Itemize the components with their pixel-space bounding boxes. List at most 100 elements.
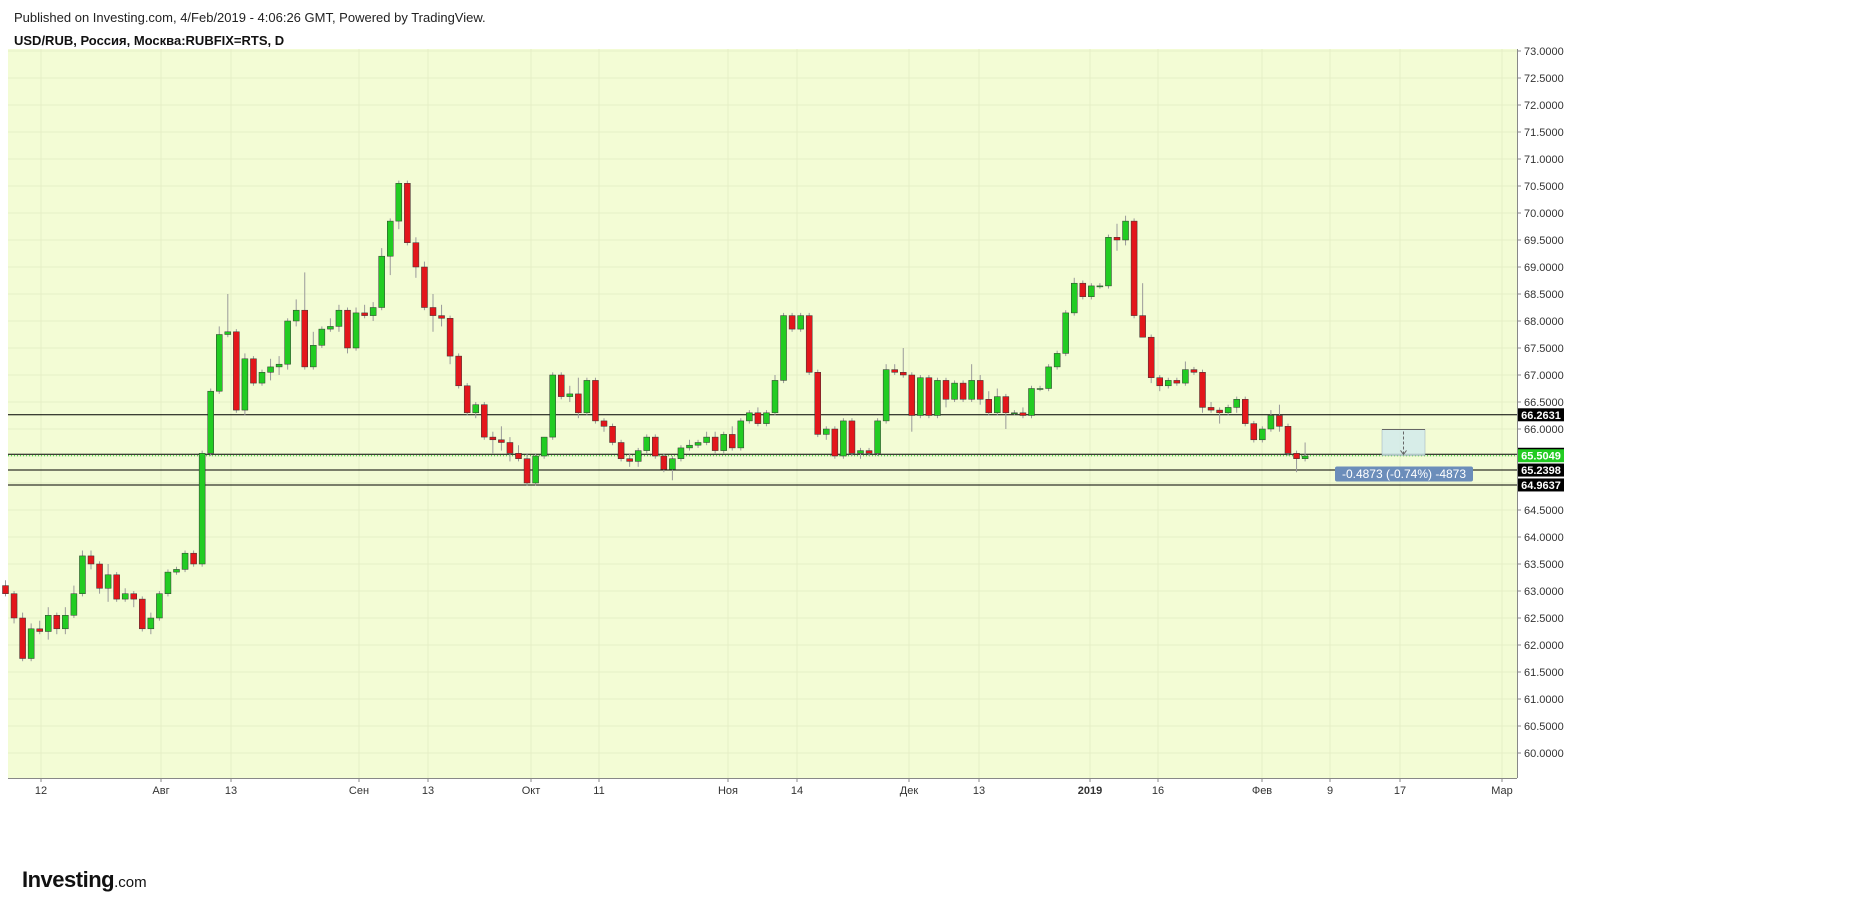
candle-up xyxy=(1301,455,1309,459)
y-tick-label: 68.5000 xyxy=(1524,289,1564,301)
candle-down xyxy=(301,309,308,368)
candle-down xyxy=(831,428,839,457)
candle-up xyxy=(643,436,650,451)
candle-up xyxy=(634,450,642,462)
candle-up xyxy=(147,617,155,630)
candle-down xyxy=(1207,407,1215,411)
candle-up xyxy=(156,593,163,619)
candle-up xyxy=(395,183,403,222)
candle-down xyxy=(959,382,967,400)
candle-down xyxy=(1079,282,1087,297)
candle-up xyxy=(857,450,864,454)
level-tag-label: 64.9637 xyxy=(1521,480,1561,492)
candle-up xyxy=(1053,353,1061,368)
candle-up xyxy=(994,396,1001,414)
candle-down xyxy=(652,436,659,457)
candle-down xyxy=(609,426,616,443)
candle-up xyxy=(378,255,385,308)
candle-down xyxy=(429,307,437,316)
plot-area[interactable] xyxy=(8,49,1517,778)
candle-up xyxy=(677,447,685,459)
candle-down xyxy=(976,380,984,400)
candle-down xyxy=(1147,336,1155,378)
candle-up xyxy=(352,312,360,349)
logo-suffix: .com xyxy=(114,874,147,891)
candle-down xyxy=(985,399,992,414)
x-tick-label: Фев xyxy=(1252,785,1272,797)
candle-up xyxy=(694,442,702,446)
x-tick-label: Сен xyxy=(349,785,369,797)
candle-down xyxy=(53,615,61,630)
y-tick-label: 63.0000 xyxy=(1524,586,1564,598)
candle-down xyxy=(600,420,608,427)
candle-down xyxy=(711,436,719,451)
candle-down xyxy=(754,412,762,424)
y-tick-label: 62.5000 xyxy=(1524,613,1564,625)
candle-up xyxy=(1011,412,1018,415)
candle-up xyxy=(310,345,317,368)
candle-up xyxy=(737,420,745,449)
x-tick-label: 13 xyxy=(973,785,985,797)
candle-down xyxy=(250,358,257,384)
x-tick-label: Окт xyxy=(522,785,541,797)
level-tag-label: 65.2398 xyxy=(1521,465,1561,477)
candle-down xyxy=(404,183,411,243)
candle-up xyxy=(934,380,941,416)
candle-down xyxy=(626,458,633,462)
investing-logo[interactable]: Investing.com xyxy=(22,867,147,893)
candle-down xyxy=(1199,372,1206,408)
candle-up xyxy=(771,380,779,414)
candle-down xyxy=(190,552,197,565)
candle-up xyxy=(275,363,283,368)
y-tick-label: 63.5000 xyxy=(1524,559,1564,571)
candle-up xyxy=(258,372,266,384)
x-tick-label: 16 xyxy=(1152,785,1164,797)
candle-down xyxy=(1190,369,1198,373)
x-tick-label: 9 xyxy=(1327,785,1333,797)
candle-up xyxy=(70,593,78,616)
candle-down xyxy=(130,593,137,600)
candle-down xyxy=(96,563,103,589)
candle-down xyxy=(848,420,856,454)
candle-up xyxy=(62,615,69,630)
candle-up xyxy=(669,458,676,470)
candle-up xyxy=(1105,237,1112,287)
candle-up xyxy=(1182,369,1189,384)
level-tag-label: 66.2631 xyxy=(1521,410,1561,422)
candle-down xyxy=(814,372,821,435)
measure-label: -0.4873 (-0.74%) -4873 xyxy=(1342,467,1466,481)
candle-up xyxy=(882,369,890,422)
y-tick-label: 72.0000 xyxy=(1524,100,1564,112)
x-tick-label: 17 xyxy=(1394,785,1406,797)
y-tick-label: 73.0000 xyxy=(1524,46,1564,58)
candle-up xyxy=(224,331,232,335)
candle-down xyxy=(361,312,368,316)
candle-down xyxy=(558,374,565,397)
candle-down xyxy=(10,593,18,619)
candle-down xyxy=(489,436,497,441)
last-price-tag-label: 65.5049 xyxy=(1521,451,1561,463)
candle-down xyxy=(87,555,95,565)
candle-up xyxy=(686,444,693,449)
y-tick-label: 62.0000 xyxy=(1524,640,1564,652)
candle-up xyxy=(104,574,112,589)
candle-down xyxy=(139,598,146,630)
candle-down xyxy=(660,455,668,470)
candle-down xyxy=(908,374,916,416)
y-tick-label: 71.0000 xyxy=(1524,154,1564,166)
candle-down xyxy=(1002,396,1010,414)
candle-down xyxy=(592,380,599,422)
candle-up xyxy=(1045,366,1052,389)
candle-up xyxy=(181,552,189,570)
candle-down xyxy=(1173,380,1181,384)
level-tag xyxy=(1518,478,1564,492)
candle-up xyxy=(746,412,753,422)
y-tick-label: 64.5000 xyxy=(1524,505,1564,517)
y-tick-label: 69.5000 xyxy=(1524,235,1564,247)
y-tick-label: 61.0000 xyxy=(1524,694,1564,706)
candle-up xyxy=(549,374,556,438)
grid xyxy=(8,49,1517,778)
candle-down xyxy=(805,315,813,373)
